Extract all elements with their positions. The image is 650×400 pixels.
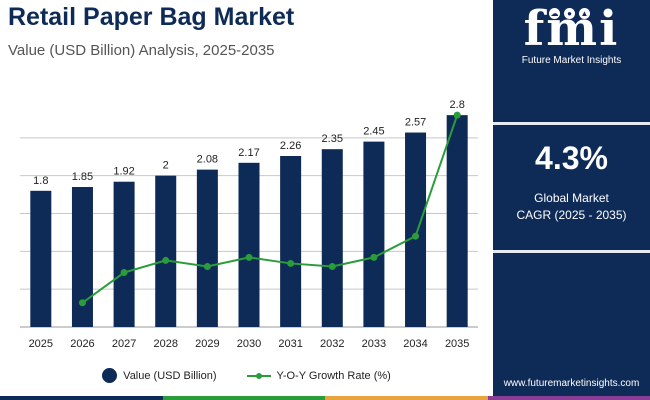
growth-point (412, 232, 420, 240)
divider-bottom (493, 250, 650, 253)
x-tick-label: 2030 (237, 338, 261, 350)
cagr-label-line2: CAGR (2025 - 2035) (516, 208, 627, 222)
x-tick-label: 2027 (112, 338, 136, 350)
bar (321, 149, 343, 327)
legend-bar-swatch (102, 368, 118, 383)
strip-segment (162, 396, 325, 400)
growth-point (162, 256, 170, 264)
bottom-color-strip (0, 396, 650, 400)
legend-item-value: Value (USD Billion) (102, 368, 217, 383)
chart-legend: Value (USD Billion) Y-O-Y Growth Rate (%… (0, 368, 493, 383)
legend-line-label: Y-O-Y Growth Rate (%) (276, 369, 391, 382)
x-tick-label: 2029 (195, 338, 219, 350)
legend-bar-label: Value (USD Billion) (123, 369, 217, 382)
x-tick-label: 2028 (153, 338, 177, 350)
cagr-label-line1: Global Market (534, 191, 609, 205)
growth-point (78, 299, 86, 307)
bar-value-label: 2 (163, 160, 169, 172)
globe-icon: ● (564, 8, 575, 19)
bar (113, 181, 135, 327)
person-icon: ▲ (579, 8, 590, 19)
x-tick-label: 2033 (362, 338, 386, 350)
bar-value-label: 2.26 (280, 140, 301, 152)
legend-item-growth: Y-O-Y Growth Rate (%) (246, 369, 391, 382)
cloud-icon: ☁ (549, 8, 560, 19)
bar (30, 190, 52, 327)
chart-subtitle: Value (USD Billion) Analysis, 2025-2035 (8, 42, 275, 59)
bar-value-label: 2.57 (405, 117, 426, 129)
growth-line (81, 114, 459, 304)
bar (405, 132, 427, 327)
growth-point (453, 111, 461, 119)
divider-top (493, 122, 650, 125)
growth-point (287, 259, 295, 267)
bar-value-label: 2.17 (238, 147, 259, 159)
cagr-label: Global Market CAGR (2025 - 2035) (493, 190, 650, 224)
bar-value-label: 1.92 (113, 166, 134, 178)
bar (71, 187, 93, 327)
cagr-value: 4.3% (535, 140, 608, 176)
x-tick-label: 2034 (403, 338, 427, 350)
bar-value-label: 1.85 (72, 171, 93, 183)
sidebar-panel: fmi ☁ ● ▲ Future Market Insights 4.3% Gl… (493, 0, 650, 400)
growth-point (370, 253, 378, 261)
bar (280, 155, 302, 327)
growth-point (203, 262, 211, 270)
bar-value-label: 2.35 (322, 133, 343, 145)
logo-text: Future Market Insights (521, 55, 622, 66)
strip-segment (0, 396, 163, 400)
chart-title: Retail Paper Bag Market (8, 3, 295, 31)
company-logo: fmi ☁ ● ▲ Future Market Insights (493, 4, 650, 66)
legend-line-swatch (246, 371, 271, 381)
bar-value-label: 2.45 (363, 126, 384, 138)
x-tick-label: 2026 (70, 338, 94, 350)
x-tick-label: 2032 (320, 338, 344, 350)
bar (238, 162, 260, 327)
growth-point (120, 269, 128, 277)
strip-segment (487, 396, 650, 400)
bar-value-label: 2.8 (450, 99, 465, 111)
bar-value-label: 1.8 (33, 175, 48, 187)
growth-point (245, 253, 253, 261)
logo-icons: ☁ ● ▲ (549, 8, 590, 19)
x-tick-label: 2025 (29, 338, 53, 350)
x-tick-label: 2035 (445, 338, 469, 350)
bar (155, 175, 177, 327)
bar (196, 169, 218, 327)
website-url: www.futuremarketinsights.com (503, 378, 640, 389)
chart-area: 1.8 2025 1.85 2026 1.92 2027 2 2028 2.08 2029 2.17… (20, 99, 478, 350)
strip-segment (325, 396, 488, 400)
bar (446, 115, 468, 327)
growth-point (328, 262, 336, 270)
bar (363, 141, 385, 327)
bar-value-label: 2.08 (197, 154, 218, 166)
x-tick-label: 2031 (278, 338, 302, 350)
